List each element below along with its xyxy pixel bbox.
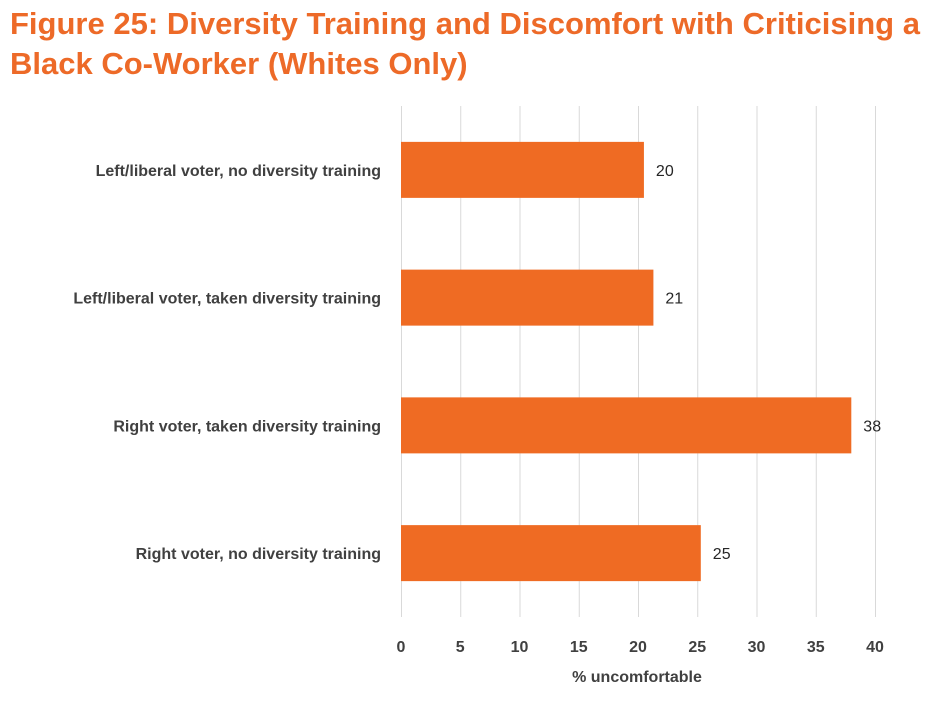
data-label: 20 [656,163,674,180]
category-label: Left/liberal voter, no diversity trainin… [96,163,381,180]
bars [401,141,852,582]
bar-1 [401,141,644,198]
bar-2 [401,269,654,326]
x-axis-ticks: 0 5 10 15 20 25 30 35 40 [397,639,884,656]
category-labels: Left/liberal voter, no diversity trainin… [73,163,381,563]
bar-4 [401,525,701,582]
x-tick-label: 15 [570,639,588,656]
bar-3 [401,397,852,454]
x-tick-label: 25 [688,639,706,656]
x-tick-label: 5 [456,639,465,656]
data-label: 38 [863,418,881,435]
data-label: 21 [665,291,683,308]
x-tick-label: 30 [748,639,766,656]
x-tick-label: 35 [807,639,825,656]
category-label: Right voter, no diversity training [136,546,381,563]
category-label: Right voter, taken diversity training [113,418,381,435]
x-tick-label: 40 [866,639,884,656]
data-label: 25 [713,546,731,563]
data-labels: 20 21 38 25 [656,163,881,563]
x-tick-label: 10 [511,639,529,656]
x-tick-label: 0 [397,639,406,656]
x-axis-title: % uncomfortable [572,669,702,686]
x-tick-label: 20 [629,639,647,656]
chart-title: Figure 25: Diversity Training and Discom… [10,6,920,81]
category-label: Left/liberal voter, taken diversity trai… [73,291,381,308]
